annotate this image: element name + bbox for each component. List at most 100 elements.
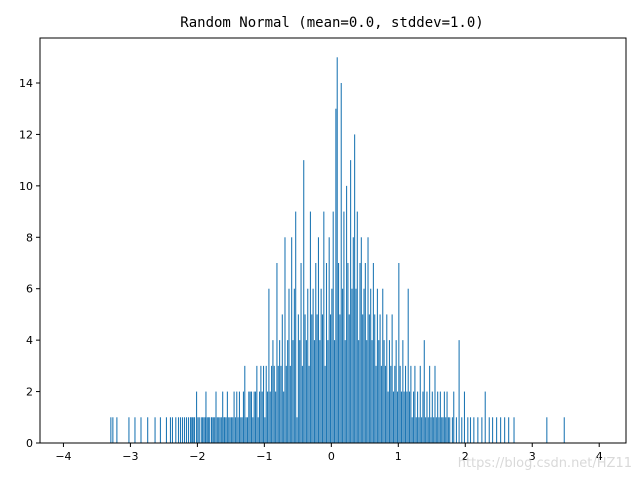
plot-frame xyxy=(39,37,627,444)
histogram-bar xyxy=(197,417,199,443)
y-tick-label: 12 xyxy=(19,128,33,141)
histogram-bar xyxy=(429,365,431,443)
histogram-bar xyxy=(159,417,161,443)
histogram-bar xyxy=(289,365,291,443)
y-tick-label: 0 xyxy=(26,437,33,450)
histogram-bar xyxy=(398,263,400,443)
histogram-bar xyxy=(399,365,401,443)
histogram-bar xyxy=(250,391,253,443)
histogram-bar xyxy=(347,263,349,443)
histogram-bar xyxy=(343,211,345,443)
histogram-bar xyxy=(446,391,448,443)
histogram-bar xyxy=(317,237,319,443)
histogram-bar xyxy=(211,417,213,443)
y-tick-label: 8 xyxy=(26,231,33,244)
histogram-bar xyxy=(384,365,386,443)
histogram-bar xyxy=(275,391,277,443)
histogram-bar xyxy=(303,160,305,443)
histogram-bar xyxy=(348,314,350,443)
histogram-bar xyxy=(461,417,463,443)
histogram-bar xyxy=(140,417,142,443)
histogram-bar xyxy=(208,417,210,443)
histogram-bar xyxy=(134,417,136,443)
histogram-bar xyxy=(194,417,196,443)
histogram-bar xyxy=(331,288,333,443)
histogram-bar xyxy=(508,417,510,443)
y-tick-label: 14 xyxy=(19,77,33,90)
histogram-bar xyxy=(296,417,298,443)
histogram-bar xyxy=(467,417,469,443)
histogram-bar xyxy=(371,340,373,443)
histogram-bar xyxy=(256,365,258,443)
histogram-bar xyxy=(154,417,156,443)
histogram-bar xyxy=(409,391,411,443)
histogram-bar xyxy=(415,417,417,443)
histogram-bar xyxy=(229,417,231,443)
histogram-bar xyxy=(253,391,255,443)
histogram-bar xyxy=(340,83,342,443)
histogram-bar xyxy=(312,288,314,443)
histogram-bar xyxy=(272,340,274,443)
histogram-bar xyxy=(273,365,275,443)
histogram-bar xyxy=(366,340,368,443)
histogram-bar xyxy=(291,237,293,443)
y-tick-label: 10 xyxy=(19,180,33,193)
histogram-bar xyxy=(319,340,321,443)
histogram-bar xyxy=(293,288,295,443)
histogram-bar xyxy=(324,365,326,443)
chart-title: Random Normal (mean=0.0, stddev=1.0) xyxy=(180,15,483,31)
histogram-bar xyxy=(404,365,407,443)
histogram-bar xyxy=(249,391,251,443)
histogram-bar xyxy=(313,340,315,443)
histogram-bar xyxy=(116,417,118,443)
histogram-bar xyxy=(438,417,440,443)
histogram-bar xyxy=(351,288,353,443)
histogram-bar xyxy=(451,417,453,443)
histogram-bar xyxy=(204,417,206,443)
histogram-bar xyxy=(287,340,289,443)
histogram-bar xyxy=(304,314,306,443)
histogram-bar xyxy=(223,417,225,443)
histogram-bar xyxy=(200,417,202,443)
histogram-bar xyxy=(226,391,228,443)
histogram-bar xyxy=(425,417,427,443)
x-tick-label: −2 xyxy=(189,450,205,463)
histogram-bar xyxy=(449,417,451,443)
histogram-bar xyxy=(165,417,167,443)
histogram-bar xyxy=(321,314,324,443)
histogram-bar xyxy=(387,391,389,443)
histogram-bar xyxy=(280,365,282,443)
histogram-bar xyxy=(367,237,369,443)
histogram-bar xyxy=(386,314,388,443)
histogram-bar xyxy=(336,57,338,443)
histogram-bar xyxy=(308,365,310,443)
histogram-bar xyxy=(171,417,173,443)
histogram-bar xyxy=(233,391,235,443)
x-tick-label: −4 xyxy=(55,450,71,463)
histogram-bar xyxy=(375,365,377,443)
histogram-bar xyxy=(205,391,207,443)
histogram-bar xyxy=(316,314,318,443)
histogram-bar xyxy=(216,417,218,443)
histogram-bar xyxy=(388,340,390,443)
histogram-bar xyxy=(288,288,290,443)
histogram-bar xyxy=(445,417,447,443)
histogram-bar xyxy=(193,417,195,443)
histogram-bar xyxy=(234,417,236,443)
histogram-bar xyxy=(360,237,362,443)
histogram-bar xyxy=(128,417,130,443)
histogram-bar xyxy=(370,288,372,443)
histogram-bar xyxy=(281,314,283,443)
histogram-bar xyxy=(350,160,352,443)
histogram-bar xyxy=(110,417,112,443)
histogram-bar xyxy=(342,288,344,443)
histogram-bar xyxy=(237,417,239,443)
histogram-bar xyxy=(354,134,356,443)
x-tick-label: 4 xyxy=(596,450,603,463)
histogram-bar xyxy=(300,263,302,443)
histogram-bar xyxy=(203,417,205,443)
histogram-bar xyxy=(374,314,376,443)
histogram-bar xyxy=(218,417,220,443)
histogram-bar xyxy=(327,340,329,443)
histogram-bar xyxy=(492,417,494,443)
